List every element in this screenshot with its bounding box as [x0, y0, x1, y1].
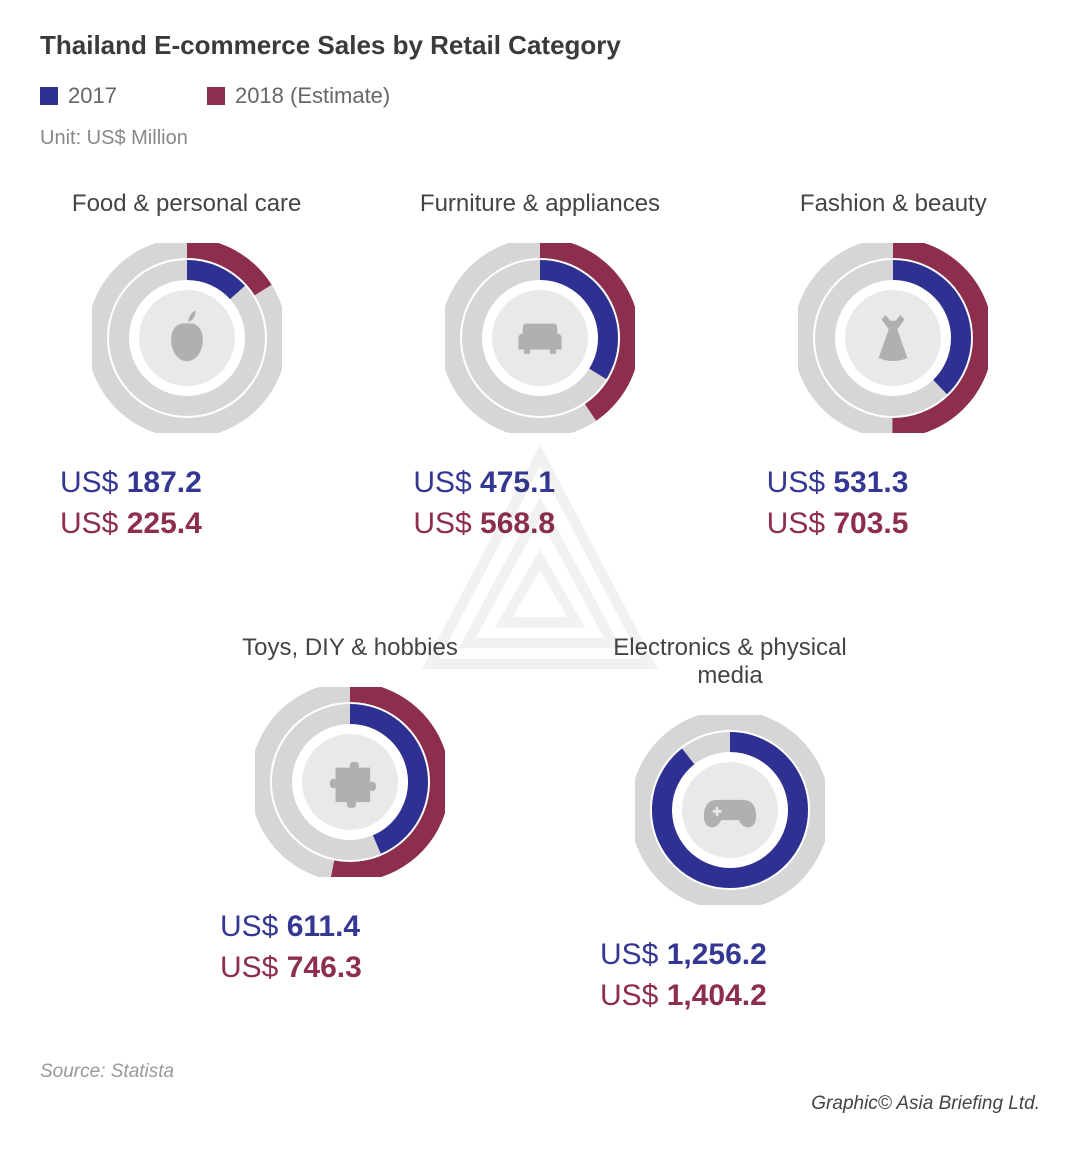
category-card: Electronics & physical media US$ 1,256.2…: [580, 634, 880, 1016]
value-2018: US$ 225.4: [60, 504, 202, 545]
legend: 2017 2018 (Estimate): [40, 83, 1040, 109]
category-title: Toys, DIY & hobbies: [242, 634, 458, 662]
ring-chart: [445, 243, 635, 433]
category-card: Food & personal care US$ 187.2 US$ 225.4: [40, 190, 333, 544]
legend-item-2018: 2018 (Estimate): [207, 83, 390, 109]
ring-chart: [92, 243, 282, 433]
legend-swatch-2017: [40, 87, 58, 105]
legend-label-2017: 2017: [68, 83, 117, 109]
category-card: Fashion & beauty US$ 531.3 US$ 703.5: [747, 190, 1040, 544]
value-block: US$ 1,256.2 US$ 1,404.2: [580, 935, 767, 1016]
category-card: Toys, DIY & hobbies US$ 611.4 US$ 746.3: [200, 634, 500, 1016]
ring-chart: [255, 687, 445, 877]
value-2018: US$ 568.8: [413, 504, 555, 545]
unit-label: Unit: US$ Million: [40, 127, 1040, 150]
value-2017: US$ 611.4: [220, 907, 362, 948]
category-title: Fashion & beauty: [800, 190, 987, 218]
value-2017: US$ 1,256.2: [600, 935, 767, 976]
legend-item-2017: 2017: [40, 83, 117, 109]
value-2017: US$ 475.1: [413, 463, 555, 504]
categories-grid: Food & personal care US$ 187.2 US$ 225.4…: [40, 190, 1040, 1016]
credit-text: Graphic© Asia Briefing Ltd.: [40, 1093, 1040, 1115]
category-title: Furniture & appliances: [420, 190, 660, 218]
source-text: Source: Statista: [40, 1061, 1040, 1083]
chart-title: Thailand E-commerce Sales by Retail Cate…: [40, 30, 1040, 61]
legend-label-2018: 2018 (Estimate): [235, 83, 390, 109]
ring-chart: [635, 715, 825, 905]
value-2018: US$ 746.3: [220, 948, 362, 989]
value-2017: US$ 531.3: [767, 463, 909, 504]
legend-swatch-2018: [207, 87, 225, 105]
category-card: Furniture & appliances US$ 475.1 US$ 568…: [393, 190, 686, 544]
value-block: US$ 187.2 US$ 225.4: [40, 463, 202, 544]
value-block: US$ 611.4 US$ 746.3: [200, 907, 362, 988]
ring-chart: [798, 243, 988, 433]
category-title: Electronics & physical media: [580, 634, 880, 690]
category-title: Food & personal care: [72, 190, 301, 218]
value-block: US$ 531.3 US$ 703.5: [747, 463, 909, 544]
value-block: US$ 475.1 US$ 568.8: [393, 463, 555, 544]
value-2017: US$ 187.2: [60, 463, 202, 504]
value-2018: US$ 703.5: [767, 504, 909, 545]
value-2018: US$ 1,404.2: [600, 976, 767, 1017]
